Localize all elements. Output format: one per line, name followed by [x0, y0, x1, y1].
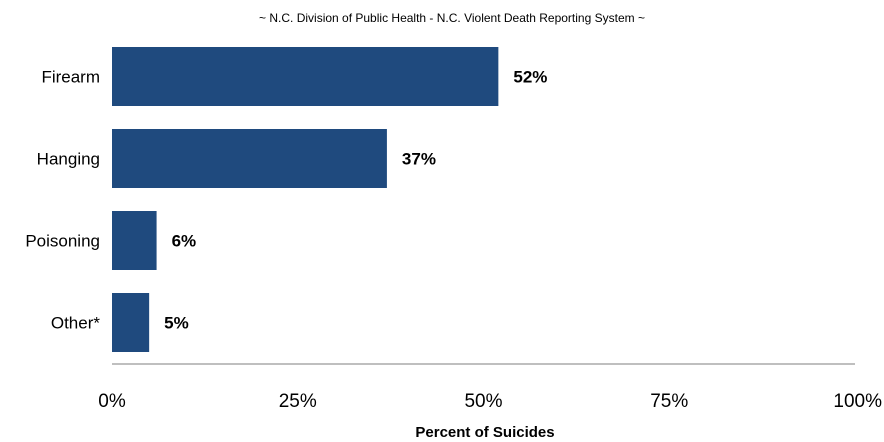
bar-hanging	[112, 129, 387, 188]
x-tick-label-25: 25%	[279, 391, 317, 412]
category-label-hanging: Hanging	[37, 150, 100, 169]
value-label-firearm: 52%	[513, 68, 547, 87]
category-label-firearm: Firearm	[41, 68, 100, 87]
category-label-poisoning: Poisoning	[25, 232, 100, 251]
x-tick-label-50: 50%	[464, 391, 502, 412]
category-label-other: Other*	[51, 314, 101, 333]
x-ticks-group: 0% 25% 50% 75% 100%	[98, 391, 882, 412]
x-axis-title: Percent of Suicides	[415, 424, 554, 441]
bar-poisoning	[112, 211, 157, 270]
x-tick-label-75: 75%	[650, 391, 688, 412]
x-tick-label-100: 100%	[833, 391, 882, 412]
value-label-poisoning: 6%	[172, 232, 197, 251]
value-label-hanging: 37%	[402, 150, 436, 169]
bars-group: Firearm 52% Hanging 37% Poisoning 6% Other* 5%	[25, 47, 547, 352]
chart-subtitle: ~ N.C. Division of Public Health - N.C. …	[259, 11, 645, 25]
bar-firearm	[112, 47, 499, 106]
bar-other	[112, 293, 150, 352]
value-label-other: 5%	[164, 314, 189, 333]
x-tick-label-0: 0%	[98, 391, 126, 412]
